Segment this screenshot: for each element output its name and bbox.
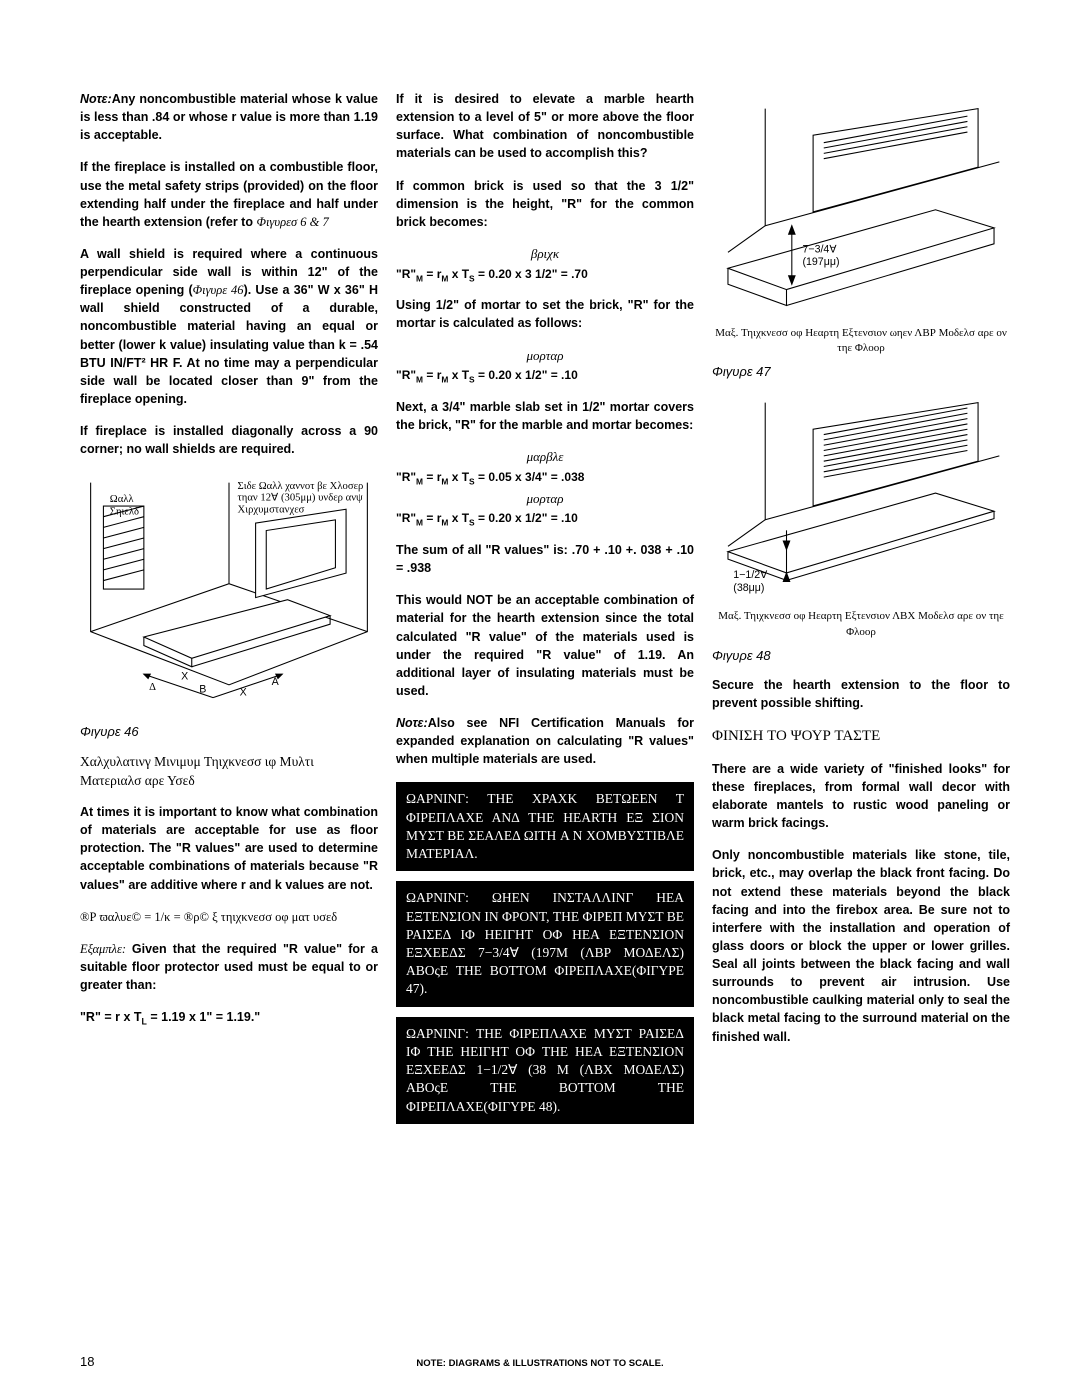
svg-text:(38μμ): (38μμ) [733,582,764,594]
para-diagonal: If fireplace is installed diagonally acr… [80,422,378,458]
subheading-calc: Χαλχυλατινγ Μινιμυμ Τηιχκνεσσ ιφ Μυλτι Μ… [80,752,378,791]
c2-p5: The sum of all "R values" is: .70 + .10 … [396,541,694,577]
formula-rvalue: ®Ρ ϖαλυε© = 1/κ = ®ρ© ξ τηιχκνεσσ οφ ματ… [80,908,378,926]
c2-p4: Next, a 3/4" marble slab set in 1/2" mor… [396,398,694,434]
fig46-label-side: Σιδε Ωαλλ χαννοτ βε Χλοσερ τηαν 12∀ (305… [238,481,376,516]
svg-text:A: A [272,676,280,688]
c2-p6: This would NOT be an acceptable combinat… [396,591,694,700]
fig46-label-wall: Ωαλλ [110,494,135,505]
page-content: Νοτε:Any noncombustible material whose k… [80,90,1010,1134]
figure-48: 1−1/2∀ (38μμ) [712,392,1010,605]
figure-46-caption: Φιγυρε 46 [80,723,378,742]
warning-2: ΩΑΡΝΙΝΓ: ΩΗΕΝ ΙΝΣΤΑΛΛΙΝΓ ΗΕΑ ΕΞΤΕΝΣΙΟΝ I… [396,881,694,1006]
warning-3: ΩΑΡΝΙΝΓ: THE ΦΙΡΕΠΛΑΧΕ ΜΥΣΤ ΡΑΙΣΕΔ ΙΦ TH… [396,1017,694,1124]
c2-p1: If it is desired to elevate a marble hea… [396,90,694,163]
para-wallshield: A wall shield is required where a contin… [80,245,378,408]
figure-47-caption: Φιγυρε 47 [712,363,1010,382]
brick-formula: "R"M = rM x TS = 0.20 x 3 1/2" = .70 [396,266,694,285]
column-3: 7−3/4∀ (197μμ) Μαξ. Τηιχκνεσσ οφ Ηεαρτη … [712,90,1010,1134]
c3-p2: There are a wide variety of "finished lo… [712,760,1010,833]
mortar-formula: "R"M = rM x TS = 0.20 x 1/2" = .10 [396,367,694,386]
note-2: Νοτε:Also see NFI Certification Manuals … [396,714,694,768]
c2-p3: Using 1/2" of mortar to set the brick, "… [396,296,694,332]
brick-label: βριχκ [396,245,694,264]
formula-r: "R" = r x TL = 1.19 x 1" = 1.19." [80,1008,378,1028]
svg-text:X: X [240,687,247,699]
fig47-dim: 7−3/4∀ [802,243,837,255]
svg-text:X: X [181,671,188,683]
svg-text:Δ: Δ [149,682,156,693]
note-1: Νοτε:Any noncombustible material whose k… [80,90,378,144]
svg-text:B: B [199,684,206,696]
mortar2-label: μορταρ [396,490,694,509]
section-finish: ΦΙΝΙΣΗ TO ΨΟΥΡ ΤΑΣΤΕ [712,726,1010,748]
page-number: 18 [80,1354,94,1369]
column-2: If it is desired to elevate a marble hea… [396,90,694,1134]
mortar-label: μορταρ [396,347,694,366]
fig48-sub: Μαξ. Τηιχκνεσσ οφ Ηεαρτη Εξτενσιον ΛΒΧ Μ… [712,609,1010,641]
c3-p1: Secure the hearth extension to the floor… [712,676,1010,712]
footer-note: NOTE: DIAGRAMS & ILLUSTRATIONS NOT TO SC… [416,1358,663,1369]
c2-p2: If common brick is used so that the 3 1/… [396,177,694,231]
example-para: Εξαμπλε: Given that the required "R valu… [80,940,378,994]
svg-text:Σηιελδ: Σηιελδ [110,507,139,518]
para-floor: If the fireplace is installed on a combu… [80,158,378,231]
svg-text:(197μμ): (197μμ) [802,256,839,268]
warning-1: ΩΑΡΝΙΝΓ: THE ΧΡΑΧΚ BETΩEEN T ΦΙΡΕΠΛΑΧΕ Α… [396,782,694,871]
figure-48-caption: Φιγυρε 48 [712,647,1010,666]
c3-p3: Only noncombustible materials like stone… [712,846,1010,1045]
fig48-dim: 1−1/2∀ [733,569,768,581]
mortar2-formula: "R"M = rM x TS = 0.20 x 1/2" = .10 [396,510,694,529]
figure-47: 7−3/4∀ (197μμ) [712,98,1010,322]
note-text: Any noncombustible material whose k valu… [80,92,378,142]
figure-46: Δ X B X A Ωαλλ Σηιελδ Σιδε Ωαλλ χαννοτ β… [80,472,378,717]
marble-label: μαρβλε [396,448,694,467]
marble-formula: "R"M = rM x TS = 0.05 x 3/4" = .038 [396,469,694,488]
para-rvalues: At times it is important to know what co… [80,803,378,894]
fig47-sub: Μαξ. Τηιχκνεσσ οφ Ηεαρτη Εξτενσιον ωηεν … [712,326,1010,358]
column-1: Νοτε:Any noncombustible material whose k… [80,90,378,1134]
note-lead: Νοτε: [80,92,112,106]
